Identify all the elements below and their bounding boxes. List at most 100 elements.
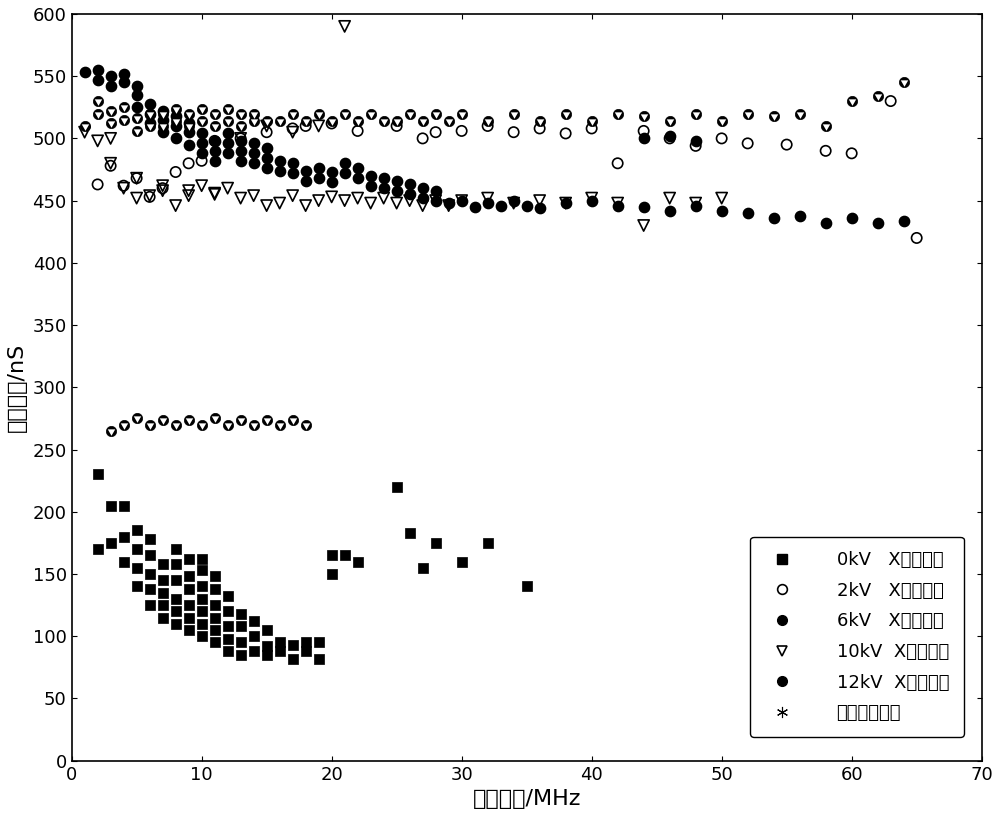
- Point: [792, 107, 808, 120]
- 局部放电信号: [441, 368, 457, 381]
- Point: [818, 119, 834, 132]
- Point: [870, 90, 886, 103]
- 0kV   X射线信号: [194, 592, 210, 605]
- Point: [116, 100, 132, 113]
- 局部放电信号: [441, 216, 457, 229]
- Point: [740, 107, 756, 120]
- Point: [207, 119, 223, 132]
- 局部放电信号: [389, 282, 405, 295]
- 0kV   X射线信号: [116, 555, 132, 568]
- Point: [311, 107, 327, 120]
- 10kV  X射线信号: [311, 119, 327, 132]
- Point: [792, 107, 808, 120]
- 局部放电信号: [441, 375, 457, 388]
- 0kV   X射线信号: [194, 580, 210, 593]
- 6kV   X射线信号: [181, 126, 197, 139]
- 2kV   X射线信号: [506, 126, 522, 139]
- Point: [116, 100, 132, 113]
- 局部放电信号: [363, 348, 379, 361]
- 局部放电信号: [415, 424, 431, 437]
- Point: [155, 119, 171, 132]
- Point: [181, 413, 197, 426]
- 局部放电信号: [415, 399, 431, 412]
- Point: [116, 418, 132, 431]
- 6kV   X射线信号: [220, 147, 236, 160]
- Point: [207, 107, 223, 120]
- 6kV   X射线信号: [168, 119, 184, 132]
- 10kV  X射线信号: [714, 192, 730, 205]
- Point: [142, 107, 158, 120]
- 6kV   X射线信号: [688, 199, 704, 212]
- 局部放电信号: [389, 387, 405, 400]
- 6kV   X射线信号: [103, 80, 119, 93]
- 局部放电信号: [415, 251, 431, 264]
- Point: [506, 107, 522, 120]
- 0kV   X射线信号: [311, 652, 327, 665]
- 6kV   X射线信号: [558, 197, 574, 210]
- 局部放电信号: [441, 358, 457, 371]
- 10kV  X射线信号: [506, 197, 522, 210]
- 局部放电信号: [402, 424, 418, 437]
- Point: [844, 95, 860, 108]
- 0kV   X射线信号: [207, 570, 223, 583]
- Point: [298, 418, 314, 431]
- Point: [207, 412, 223, 425]
- 10kV  X射线信号: [129, 171, 145, 184]
- 0kV   X射线信号: [155, 557, 171, 570]
- Point: [506, 107, 522, 120]
- 6kV   X射线信号: [415, 192, 431, 205]
- Point: [259, 114, 275, 127]
- Point: [155, 107, 171, 120]
- 10kV  X射线信号: [129, 192, 145, 205]
- 0kV   X射线信号: [454, 555, 470, 568]
- 局部放电信号: [389, 229, 405, 242]
- 0kV   X射线信号: [220, 632, 236, 645]
- 0kV   X射线信号: [142, 533, 158, 546]
- 局部放电信号: [415, 305, 431, 318]
- 局部放电信号: [402, 387, 418, 400]
- 局部放电信号: [428, 308, 444, 321]
- Point: [285, 413, 301, 426]
- Point: [246, 418, 262, 431]
- Point: [246, 114, 262, 127]
- 局部放电信号: [389, 299, 405, 313]
- 0kV   X射线信号: [168, 574, 184, 587]
- 2kV   X射线信号: [480, 119, 496, 132]
- 10kV  X射线信号: [350, 192, 366, 205]
- 局部放电信号: [415, 370, 431, 384]
- Point: [246, 107, 262, 120]
- 局部放电信号: [402, 339, 418, 353]
- 局部放电信号: [402, 303, 418, 316]
- 0kV   X射线信号: [285, 638, 301, 651]
- 局部放电信号: [415, 361, 431, 374]
- 6kV   X射线信号: [142, 117, 158, 130]
- 局部放电信号: [285, 370, 301, 384]
- 局部放电信号: [389, 437, 405, 450]
- 局部放电信号: [363, 346, 379, 359]
- 0kV   X射线信号: [389, 481, 405, 494]
- Point: [285, 413, 301, 426]
- Point: [77, 119, 93, 132]
- Point: [181, 119, 197, 132]
- 10kV  X射线信号: [155, 184, 171, 197]
- 6kV   X射线信号: [454, 194, 470, 207]
- 10kV  X射线信号: [194, 180, 210, 193]
- 6kV   X射线信号: [441, 197, 457, 210]
- 局部放电信号: [389, 384, 405, 397]
- 6kV   X射线信号: [181, 117, 197, 130]
- 0kV   X射线信号: [337, 549, 353, 562]
- 6kV   X射线信号: [155, 113, 171, 126]
- 0kV   X射线信号: [129, 561, 145, 574]
- 0kV   X射线信号: [324, 567, 340, 580]
- Y-axis label: 等效时长/nS: 等效时长/nS: [7, 343, 27, 432]
- 10kV  X射线信号: [142, 189, 158, 202]
- 0kV   X射线信号: [324, 549, 340, 562]
- 6kV   X射线信号: [168, 132, 184, 145]
- 0kV   X射线信号: [181, 623, 197, 636]
- 0kV   X射线信号: [285, 652, 301, 665]
- 0kV   X射线信号: [207, 623, 223, 636]
- Point: [233, 107, 249, 120]
- 0kV   X射线信号: [207, 583, 223, 596]
- 局部放电信号: [441, 211, 457, 224]
- 6kV   X射线信号: [168, 109, 184, 122]
